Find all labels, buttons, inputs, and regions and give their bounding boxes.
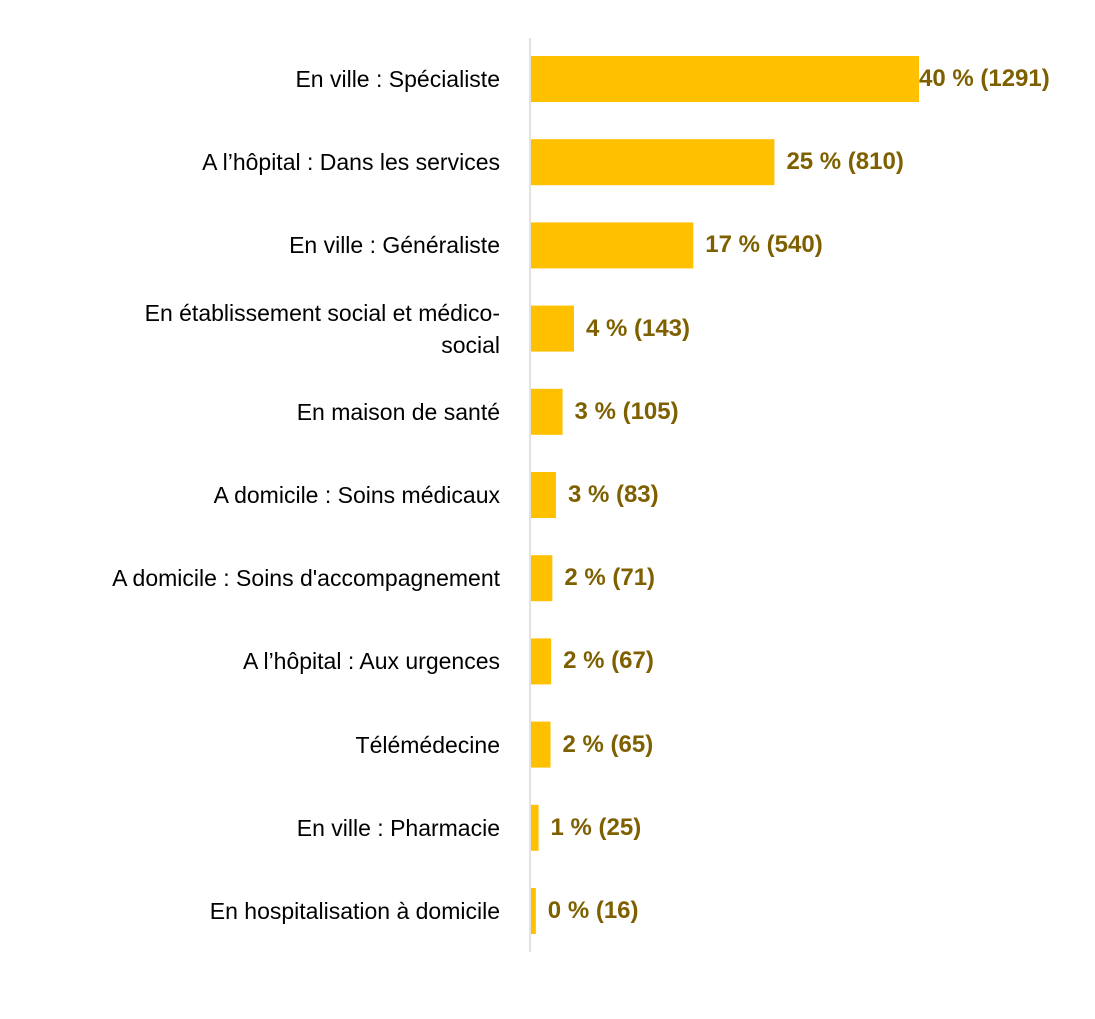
- value-label: 2 % (65): [562, 730, 654, 758]
- category-label: En établissement social et médico- socia…: [144, 299, 500, 358]
- value-label: 17 % (540): [705, 231, 823, 259]
- bar: [531, 804, 539, 851]
- category-label: Télémédecine: [355, 731, 500, 758]
- category-label: A domicile : Soins médicaux: [213, 482, 500, 508]
- bar: [531, 888, 536, 934]
- category-label: En ville : Pharmacie: [296, 814, 500, 841]
- value-label: 40 % (1291): [919, 65, 1050, 92]
- bar: [531, 305, 574, 352]
- category-label: En hospitalisation à domicile: [209, 898, 500, 924]
- category-label: A domicile : Soins d'accompagnement: [112, 565, 500, 592]
- value-label: 25 % (810): [786, 148, 904, 176]
- value-label: 3 % (105): [574, 397, 679, 425]
- value-label: 2 % (71): [564, 564, 656, 592]
- bar: [531, 56, 919, 102]
- bar: [531, 638, 552, 685]
- bar: [531, 139, 775, 186]
- value-label: 3 % (83): [567, 481, 659, 508]
- category-label: En maison de santé: [296, 398, 500, 425]
- bar: [531, 472, 556, 518]
- category-label: En ville : Spécialiste: [295, 66, 500, 92]
- value-label: 0 % (16): [547, 897, 639, 924]
- value-label: 4 % (143): [585, 314, 691, 342]
- category-label: A l’hôpital : Aux urgences: [243, 648, 500, 675]
- value-label: 1 % (25): [550, 813, 642, 841]
- category-label: A l’hôpital : Dans les services: [202, 149, 500, 176]
- category-label: En ville : Généraliste: [289, 232, 500, 259]
- bar: [531, 222, 694, 269]
- bar: [531, 388, 563, 435]
- value-label: 2 % (67): [563, 647, 654, 675]
- bar: [531, 555, 553, 602]
- bar: [531, 721, 551, 768]
